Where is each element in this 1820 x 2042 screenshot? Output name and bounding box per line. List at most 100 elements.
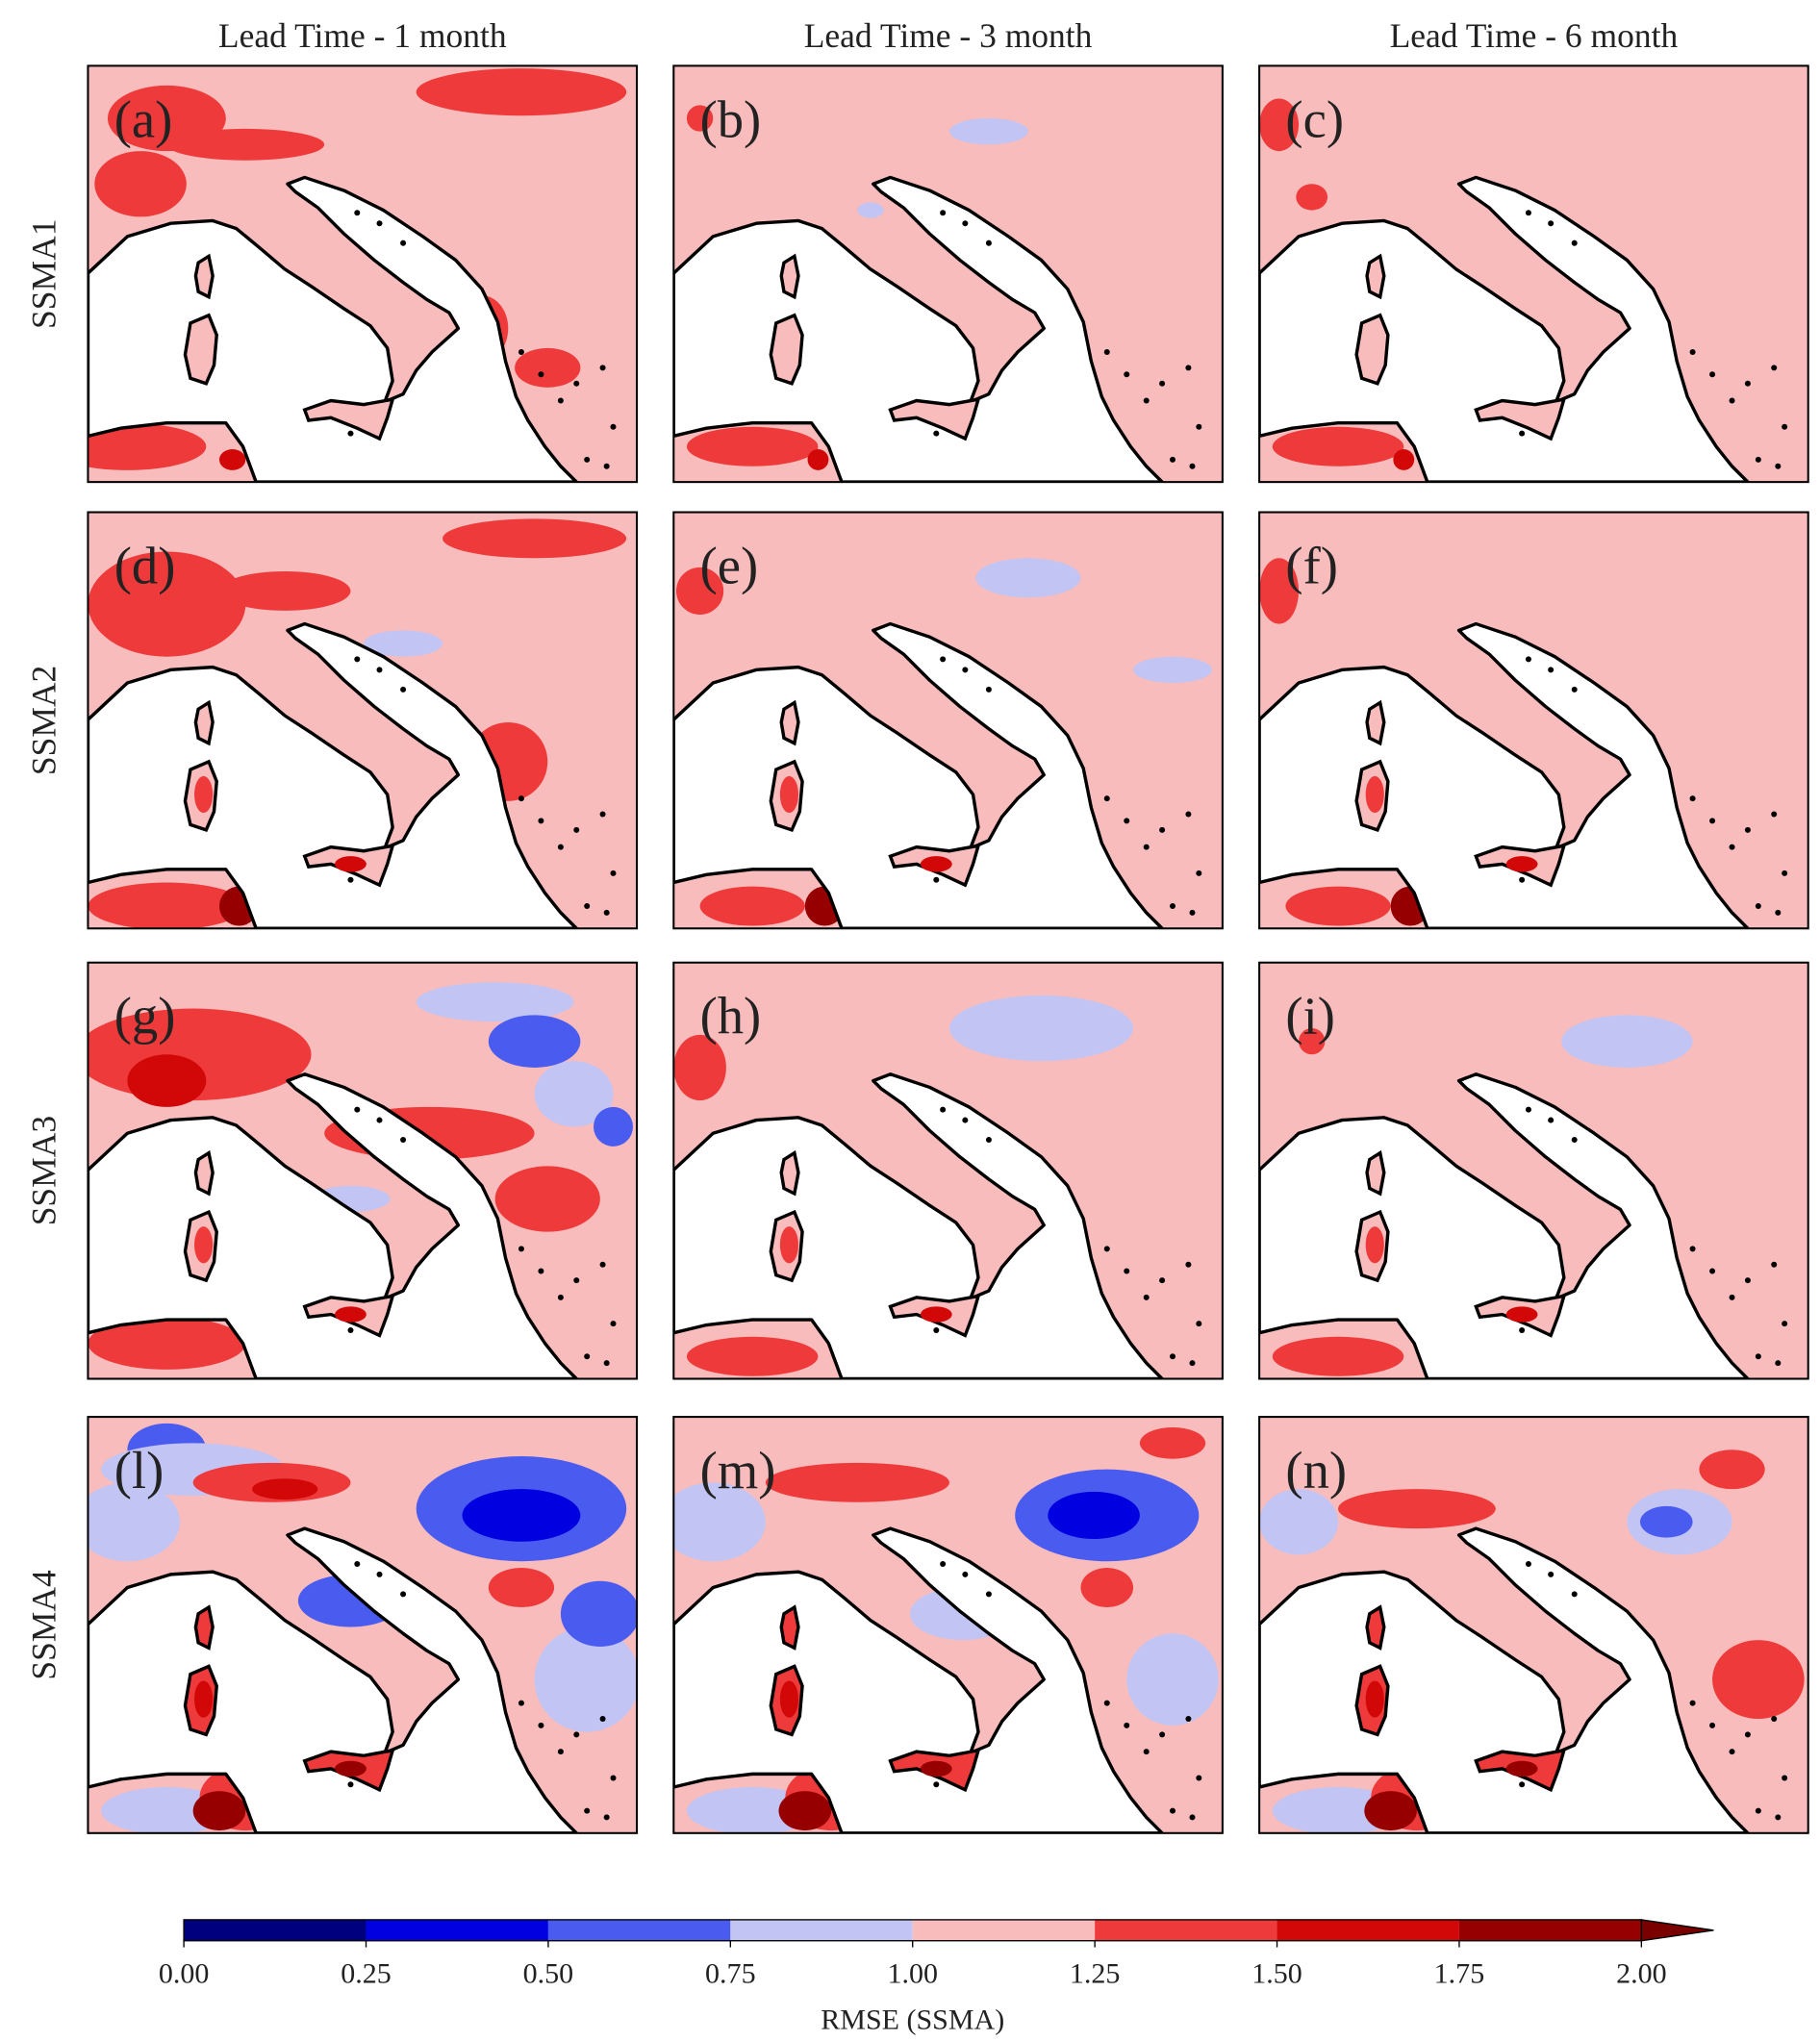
rmse-patch xyxy=(1126,1633,1219,1726)
islet xyxy=(1103,1700,1110,1706)
rmse-patch xyxy=(88,1317,246,1370)
rmse-patch xyxy=(1364,1791,1417,1831)
islet xyxy=(1519,1326,1526,1333)
island xyxy=(1354,313,1390,386)
islet xyxy=(1170,903,1176,910)
islet xyxy=(573,1731,580,1738)
rmse-patch xyxy=(1338,1489,1496,1529)
panel-label: (b) xyxy=(700,89,762,148)
sea xyxy=(88,1526,578,1833)
rmse-patch xyxy=(1139,1426,1206,1459)
islet xyxy=(1771,365,1778,371)
rmse-patch xyxy=(1712,1640,1805,1720)
sea xyxy=(673,175,1164,483)
islet xyxy=(354,656,361,663)
map-field xyxy=(673,962,1223,1379)
map-panel: (g) xyxy=(87,961,639,1380)
panel-frame xyxy=(1258,961,1809,1380)
islet xyxy=(933,1326,940,1333)
islet xyxy=(584,1353,591,1360)
rmse-patch xyxy=(194,1226,214,1264)
islet xyxy=(1548,1571,1555,1577)
islet xyxy=(1143,1749,1150,1755)
rmse-patch xyxy=(166,128,325,161)
islet xyxy=(1709,818,1716,824)
islet xyxy=(1775,909,1782,916)
islet xyxy=(573,826,580,833)
rmse-patch xyxy=(1505,856,1538,872)
islet xyxy=(940,656,947,663)
islet xyxy=(347,1326,354,1333)
rmse-patch xyxy=(192,1791,246,1831)
sea xyxy=(673,1072,1164,1379)
rmse-patch xyxy=(88,422,207,470)
rmse-patch xyxy=(594,1106,633,1147)
islet xyxy=(557,1749,564,1755)
islet xyxy=(400,239,407,246)
rmse-patch xyxy=(127,1054,207,1107)
island xyxy=(193,1149,215,1197)
islet xyxy=(1189,1814,1196,1821)
islet xyxy=(940,1106,947,1113)
panel-label: (a) xyxy=(114,89,173,148)
island xyxy=(1474,396,1567,441)
islet xyxy=(1729,397,1735,404)
sea xyxy=(1259,1526,1750,1833)
islet xyxy=(1709,1722,1716,1728)
islet xyxy=(538,1722,544,1728)
islet xyxy=(933,876,940,883)
islet xyxy=(1689,1700,1696,1706)
panel-label: (d) xyxy=(114,536,176,594)
rmse-patch xyxy=(335,1306,367,1323)
islet xyxy=(1196,423,1202,430)
islet xyxy=(599,1261,606,1268)
rmse-patch xyxy=(948,995,1134,1062)
islet xyxy=(1103,795,1110,802)
islet xyxy=(347,876,354,883)
island xyxy=(183,313,218,386)
islet xyxy=(1729,1749,1735,1755)
rmse-patch xyxy=(534,1061,614,1127)
islet xyxy=(584,1807,591,1814)
sea xyxy=(1259,621,1750,929)
islet xyxy=(557,1294,564,1300)
map-panel: (l) xyxy=(87,1416,639,1834)
islet xyxy=(1170,1353,1176,1360)
rmse-patch xyxy=(779,1680,798,1718)
rmse-patch xyxy=(920,1760,952,1777)
panel-frame xyxy=(672,1416,1224,1834)
islet xyxy=(610,870,617,876)
map-panel: (i) xyxy=(1258,961,1809,1380)
islet xyxy=(573,380,580,387)
colorbar-tick-label: 0.75 xyxy=(705,1957,756,1989)
island xyxy=(1365,699,1386,746)
islet xyxy=(354,1106,361,1113)
island xyxy=(779,1604,800,1651)
islet xyxy=(962,1117,969,1123)
islet xyxy=(962,220,969,227)
islet xyxy=(1744,380,1751,387)
colorbar-extension xyxy=(1640,1919,1714,1942)
islet xyxy=(1124,1268,1130,1274)
panel-frame xyxy=(672,64,1224,484)
rmse-patch xyxy=(515,347,581,388)
islet xyxy=(1709,371,1716,378)
islet xyxy=(940,210,947,216)
panel-label: (n) xyxy=(1285,1441,1347,1500)
islet xyxy=(1189,909,1196,916)
map-panel: (c) xyxy=(1258,64,1809,484)
rmse-patch xyxy=(1272,426,1404,466)
island xyxy=(302,396,395,441)
panel-label: (m) xyxy=(700,1441,776,1500)
islet xyxy=(1196,870,1202,876)
rmse-patch xyxy=(1285,886,1391,926)
islet xyxy=(1775,1360,1782,1367)
rmse-patch xyxy=(1639,1505,1693,1538)
islet xyxy=(1159,380,1166,387)
rmse-patch xyxy=(676,567,724,616)
rmse-patch xyxy=(1365,775,1384,814)
islet xyxy=(400,1591,407,1598)
rmse-patch xyxy=(494,1166,600,1232)
islet xyxy=(1709,1268,1716,1274)
column-title: Lead Time - 1 month xyxy=(218,16,507,55)
